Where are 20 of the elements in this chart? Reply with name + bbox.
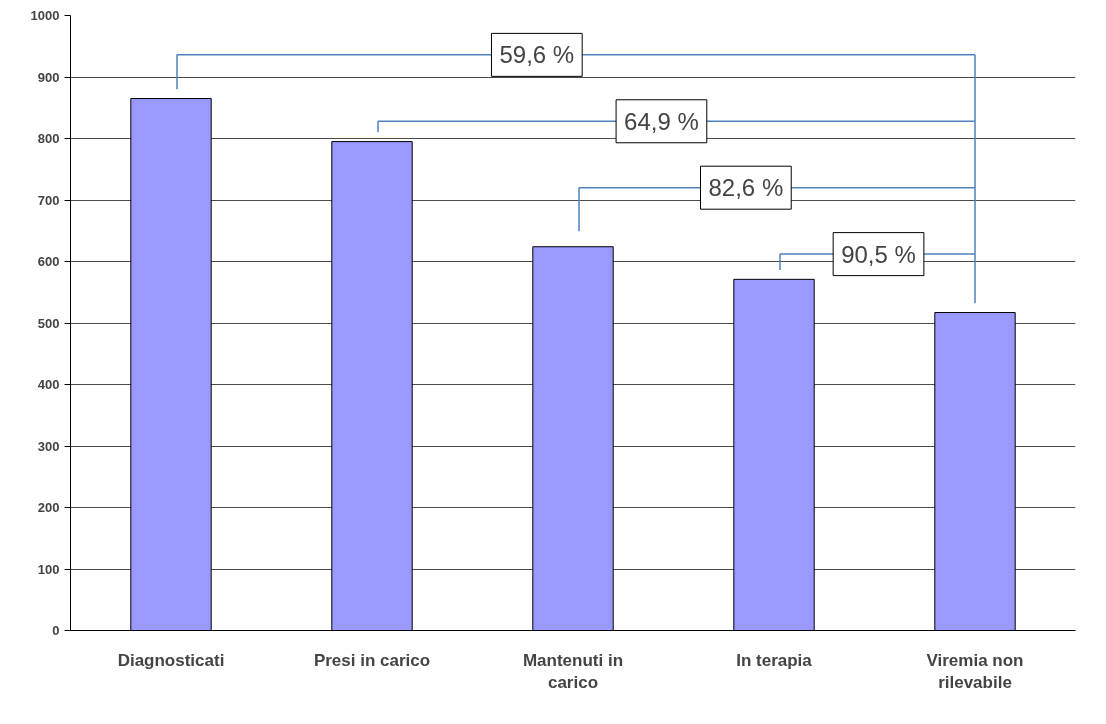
y-tick-label: 200 — [37, 500, 60, 515]
y-tick-label: 600 — [37, 254, 60, 269]
x-tick-label: Viremia non rilevabile — [926, 650, 1024, 693]
annotation: 59,6 % — [499, 41, 575, 69]
x-tick-label: Presi in carico — [313, 650, 431, 670]
annotation: 90,5 % — [841, 240, 916, 268]
y-tick-label: 900 — [37, 69, 60, 85]
y-tick-label: 700 — [37, 192, 60, 208]
y-tick-label: 100 — [37, 561, 60, 577]
y-tick-label: 800 — [37, 131, 60, 146]
y-tick-label: 1000 — [30, 8, 60, 23]
y-tick-label: 0 — [52, 623, 60, 638]
annotation: 64,9 % — [624, 107, 699, 135]
y-tick-label: 300 — [37, 438, 60, 454]
x-tick-label: In terapia — [736, 650, 813, 670]
y-tick-label: 500 — [37, 315, 60, 331]
annotation: 82,6 % — [708, 174, 784, 202]
x-tick-label: Diagnosticati — [117, 650, 225, 670]
y-tick-label: 400 — [37, 377, 60, 392]
x-tick-label: Mantenuti in carico — [522, 650, 624, 693]
